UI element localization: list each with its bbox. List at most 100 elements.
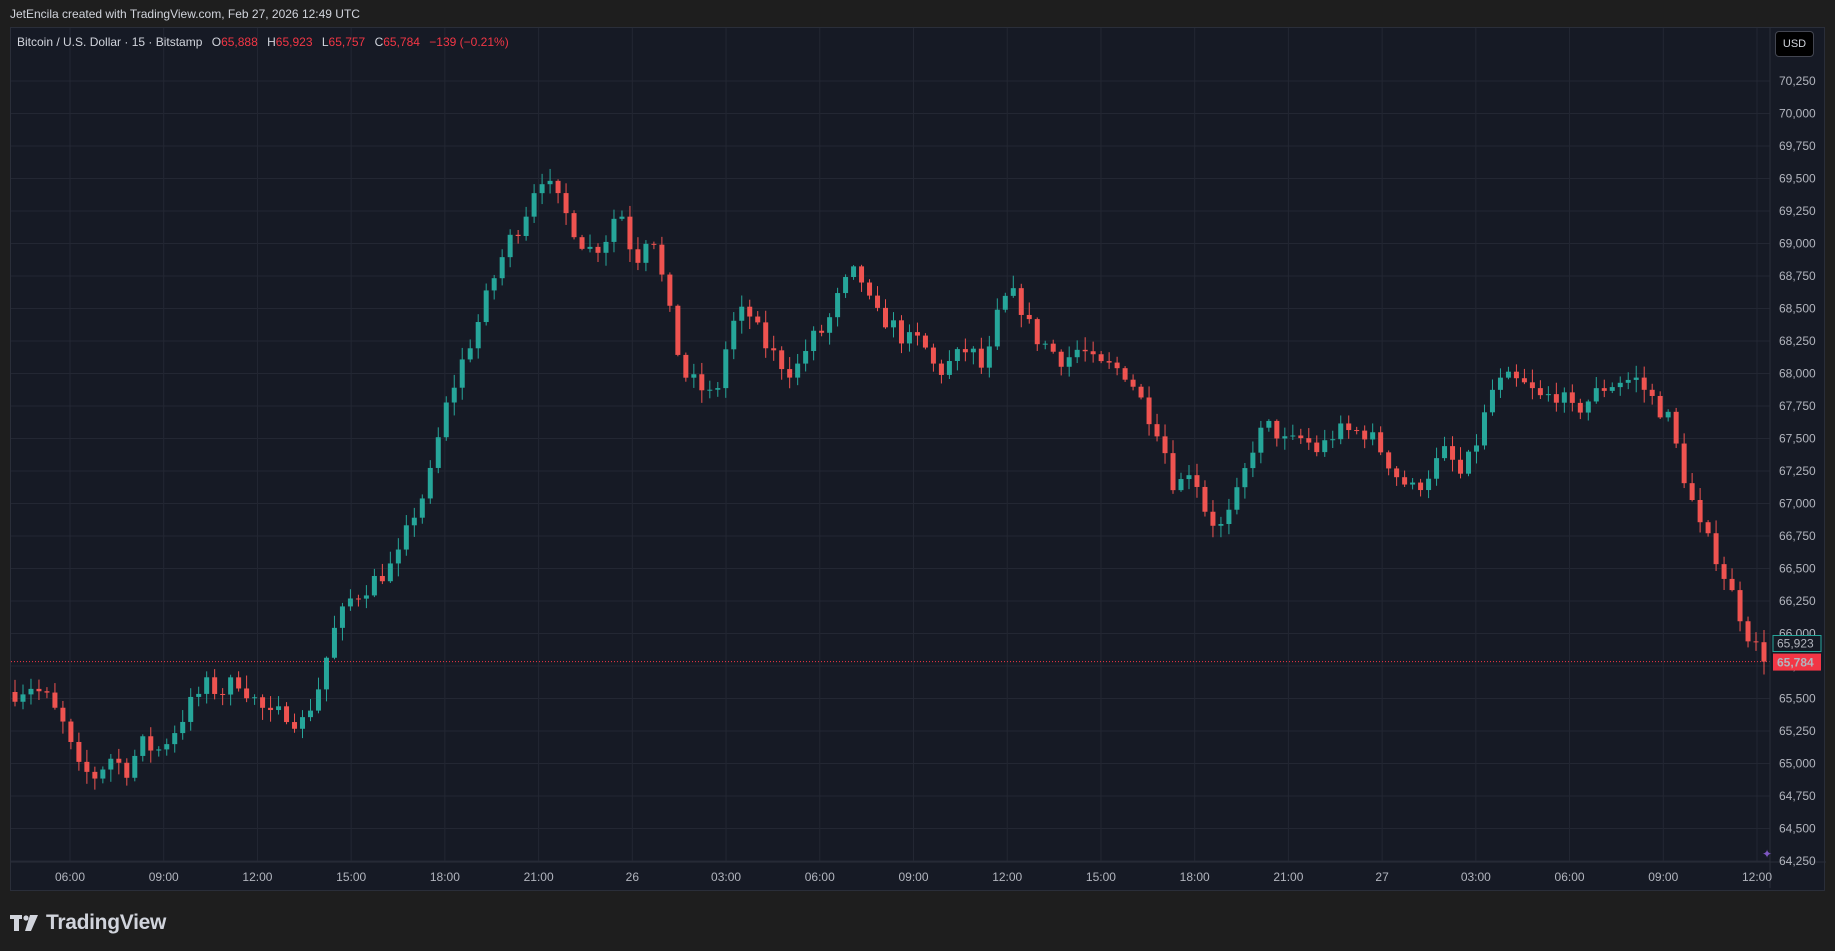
y-tick-label: 70,000 bbox=[1779, 107, 1816, 121]
symbol-legend[interactable]: Bitcoin / U.S. Dollar · 15 · Bitstamp O6… bbox=[17, 35, 509, 49]
candle-body bbox=[1066, 357, 1072, 367]
candle-body bbox=[1529, 382, 1535, 389]
candle-body bbox=[1018, 288, 1024, 315]
candle bbox=[76, 732, 82, 771]
candle-body bbox=[1410, 482, 1416, 485]
candle bbox=[843, 274, 849, 298]
candle bbox=[1338, 415, 1344, 445]
candle-body bbox=[914, 332, 920, 336]
candle-body bbox=[36, 688, 42, 692]
tradingview-logo[interactable]: TradingView bbox=[10, 908, 166, 938]
candle-body bbox=[867, 282, 873, 296]
candle-body bbox=[1258, 427, 1264, 453]
candle bbox=[1122, 366, 1128, 382]
candle-body bbox=[451, 387, 457, 403]
candle bbox=[1018, 283, 1024, 328]
candle bbox=[156, 746, 162, 757]
candle bbox=[1354, 426, 1360, 435]
candle bbox=[1545, 386, 1551, 402]
candle bbox=[1242, 462, 1248, 499]
last-price-badge: 65,784 bbox=[1773, 653, 1821, 671]
y-tick-label: 67,750 bbox=[1779, 399, 1816, 413]
candle bbox=[898, 315, 904, 354]
candle-body bbox=[603, 241, 609, 253]
candle-body bbox=[1713, 533, 1719, 565]
candle-body bbox=[1218, 524, 1224, 526]
candle-body bbox=[1314, 442, 1320, 453]
candle bbox=[1673, 407, 1679, 449]
low-label: L bbox=[321, 35, 329, 49]
y-tick-label: 68,000 bbox=[1779, 367, 1816, 381]
candle-body bbox=[92, 771, 98, 779]
candle-body bbox=[1434, 458, 1440, 479]
currency-button[interactable]: USD bbox=[1775, 31, 1814, 57]
candle-body bbox=[1609, 387, 1615, 391]
candle-body bbox=[44, 691, 50, 693]
candle-body bbox=[723, 349, 729, 389]
y-tick-label: 64,750 bbox=[1779, 789, 1816, 803]
candle bbox=[196, 686, 202, 707]
candle-body bbox=[1745, 621, 1751, 642]
candle bbox=[1362, 425, 1368, 449]
y-tick-label: 68,500 bbox=[1779, 302, 1816, 316]
candles bbox=[12, 168, 1767, 790]
candle-body bbox=[52, 692, 58, 708]
candle bbox=[180, 710, 186, 740]
x-tick-label: 06:00 bbox=[1555, 870, 1585, 884]
candle-body bbox=[699, 374, 705, 391]
y-tick-label: 69,000 bbox=[1779, 237, 1816, 251]
candle-body bbox=[1274, 420, 1280, 439]
candle bbox=[851, 265, 857, 280]
candle-body bbox=[1362, 430, 1368, 440]
candle-body bbox=[1250, 452, 1256, 469]
candle-body bbox=[435, 437, 441, 468]
candle-body bbox=[260, 697, 266, 708]
candle-body bbox=[1282, 436, 1288, 439]
open-value: 65,888 bbox=[221, 35, 258, 49]
candle-body bbox=[898, 320, 904, 344]
candle-body bbox=[627, 216, 633, 250]
candle bbox=[371, 568, 377, 598]
candle-body bbox=[132, 755, 138, 778]
candle-body bbox=[1330, 439, 1336, 441]
candle bbox=[1066, 346, 1072, 377]
candle-body bbox=[20, 694, 26, 702]
candle-body bbox=[1162, 436, 1168, 454]
candle bbox=[1090, 341, 1096, 363]
candle bbox=[148, 727, 154, 763]
candle-body bbox=[731, 320, 737, 350]
candle-body bbox=[1761, 642, 1767, 662]
candle bbox=[835, 287, 841, 327]
close-value: 65,784 bbox=[383, 35, 420, 49]
candle-body bbox=[787, 369, 793, 378]
candle-body bbox=[1058, 351, 1064, 367]
candle bbox=[244, 675, 250, 703]
candle-body bbox=[1513, 371, 1519, 379]
candle bbox=[164, 738, 170, 756]
candle-body bbox=[1226, 509, 1232, 525]
chart-frame[interactable] bbox=[10, 27, 1825, 891]
candle-body bbox=[795, 363, 801, 378]
candle-body bbox=[307, 710, 313, 718]
candle bbox=[771, 335, 777, 361]
y-tick-label: 69,250 bbox=[1779, 204, 1816, 218]
candle bbox=[443, 396, 449, 441]
candle-body bbox=[196, 693, 202, 697]
candle-body bbox=[691, 374, 697, 378]
candle bbox=[467, 339, 473, 363]
candle bbox=[867, 279, 873, 300]
candle bbox=[1745, 616, 1751, 648]
candle bbox=[92, 766, 98, 790]
candle-body bbox=[236, 677, 242, 689]
y-tick-label: 66,500 bbox=[1779, 562, 1816, 576]
candle-body bbox=[675, 305, 681, 355]
x-tick-label: 27 bbox=[1375, 870, 1389, 884]
candle bbox=[1226, 498, 1232, 535]
candle bbox=[531, 184, 537, 223]
candle-body bbox=[1266, 420, 1272, 428]
candle-body bbox=[843, 277, 849, 294]
y-tick-label: 65,250 bbox=[1779, 724, 1816, 738]
candle-body bbox=[1442, 446, 1448, 459]
high-value: 65,923 bbox=[275, 35, 313, 49]
